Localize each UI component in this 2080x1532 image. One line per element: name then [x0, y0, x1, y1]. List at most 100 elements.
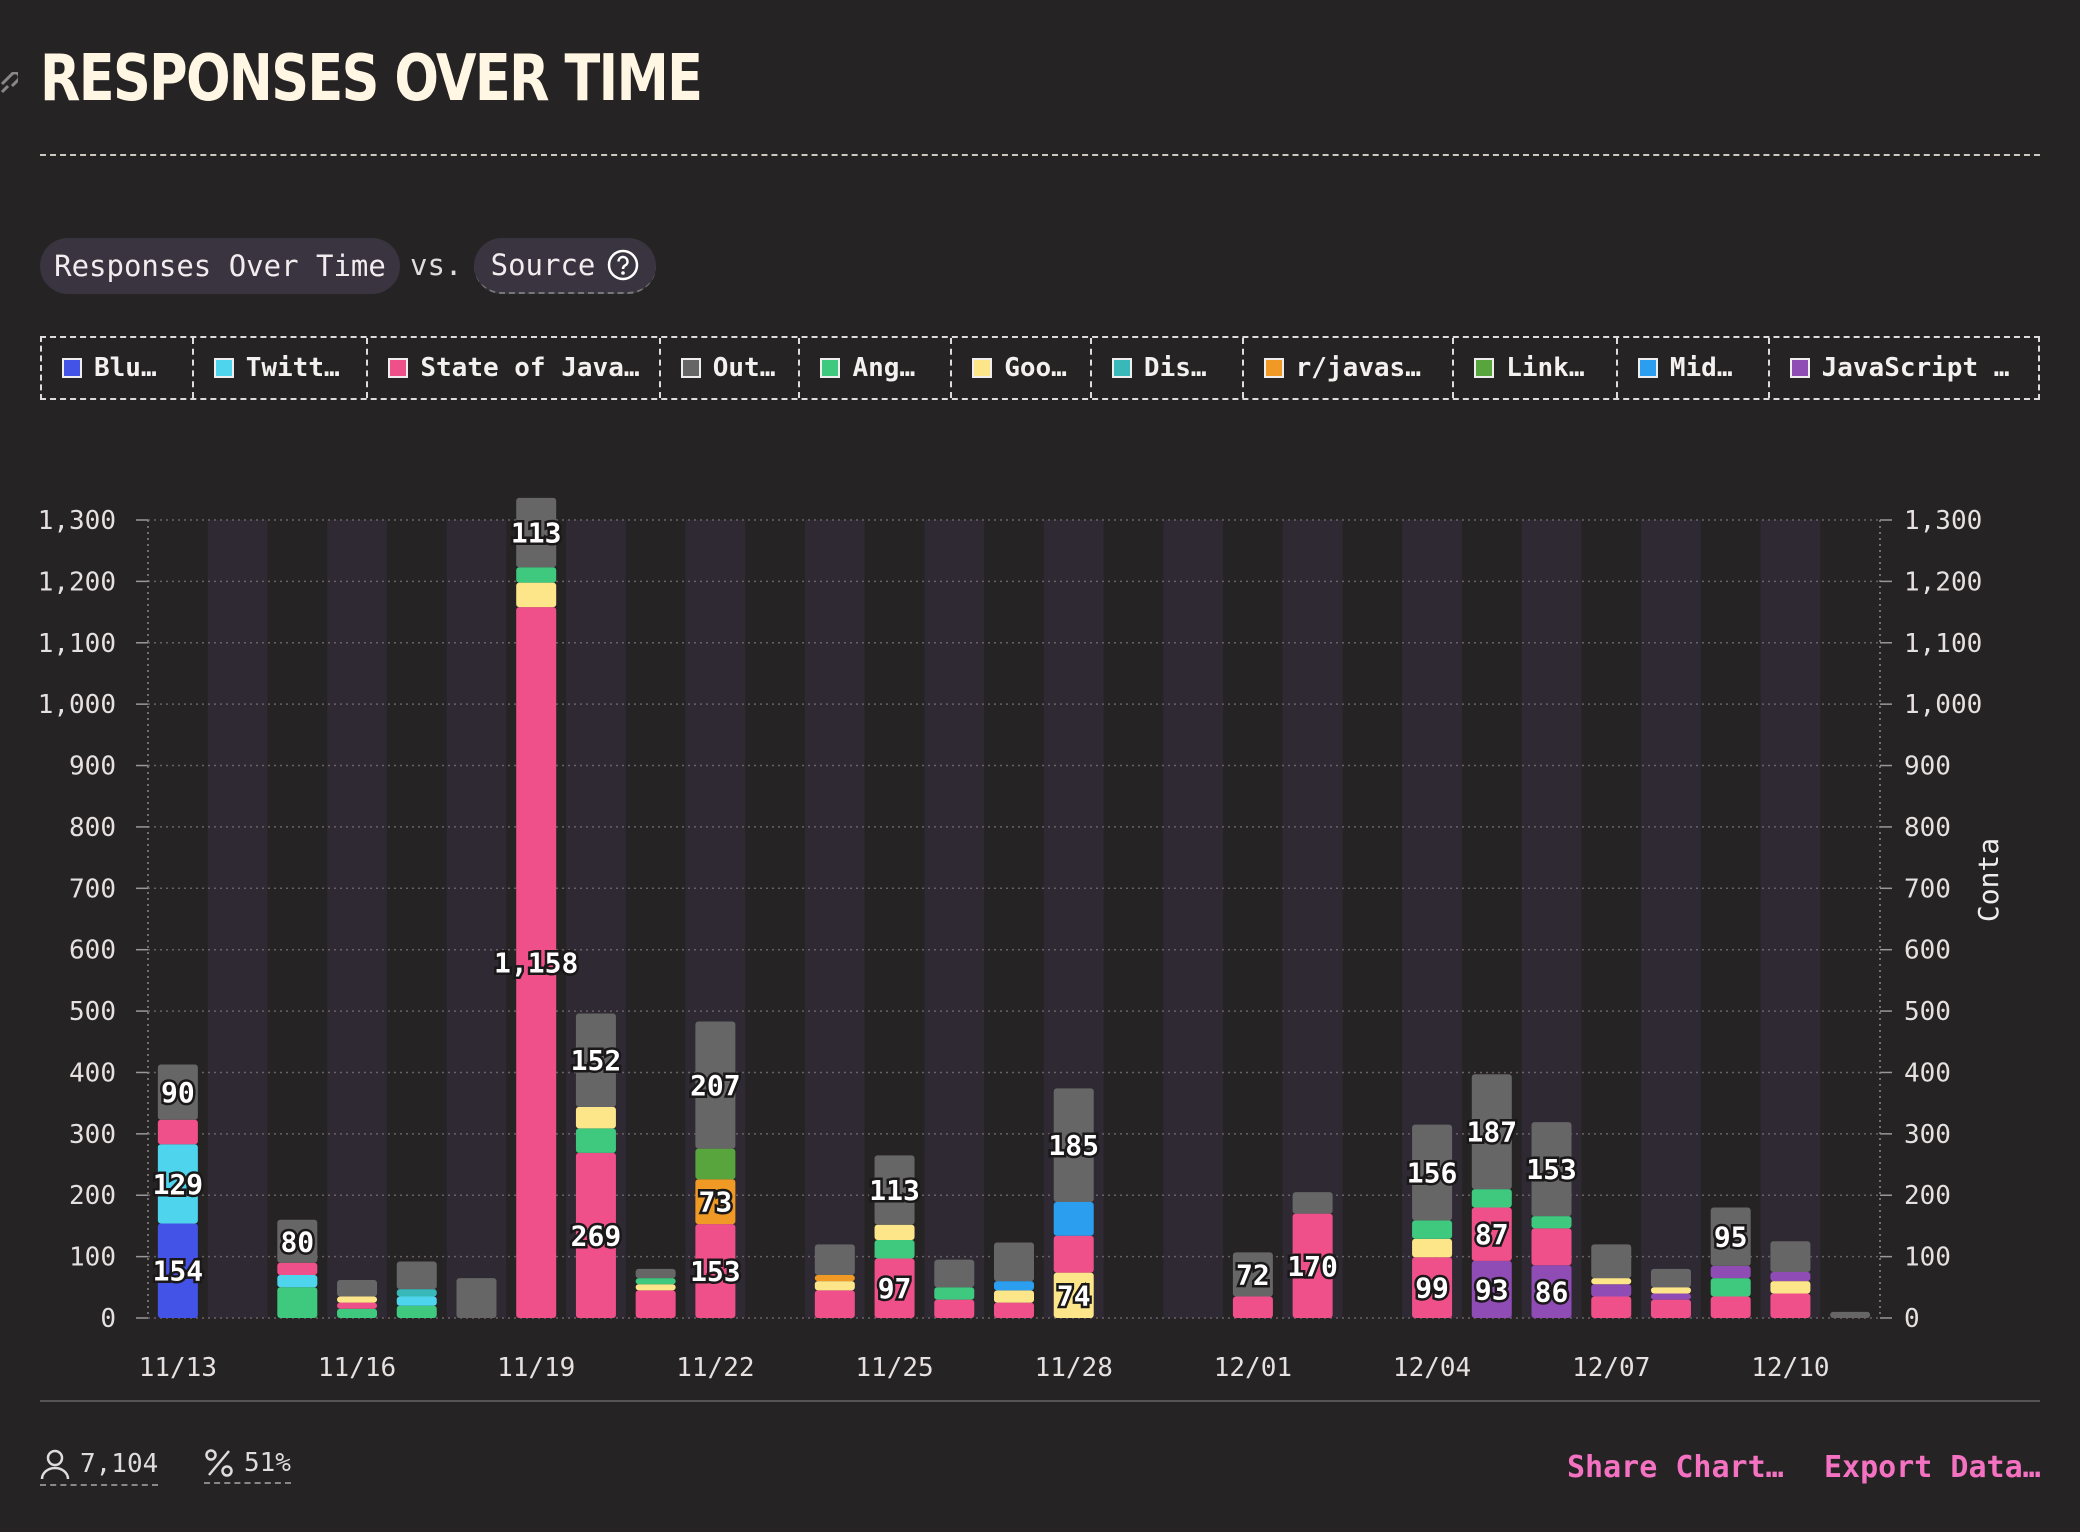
data-label: 129 [153, 1168, 204, 1201]
bar-segment [635, 1268, 676, 1279]
data-label: 95 [1714, 1221, 1748, 1254]
legend-item-linkedin[interactable]: Link… [1454, 338, 1618, 398]
bar-segment [157, 1064, 198, 1120]
bar-segment [1232, 1296, 1273, 1318]
y-tick-label: 0 [100, 1304, 116, 1334]
data-label: 187 [1467, 1116, 1518, 1149]
column-band [1641, 520, 1701, 1318]
bar-segment [575, 1013, 616, 1107]
bar-segment [994, 1302, 1034, 1318]
bar-segment [934, 1299, 975, 1318]
legend-item-medium[interactable]: Mid… [1618, 338, 1770, 398]
bar-segment [874, 1258, 915, 1318]
y-tick-label-right: 800 [1904, 813, 1951, 843]
link-icon[interactable] [0, 72, 18, 102]
bar-segment [1650, 1293, 1691, 1300]
bar-segment [157, 1144, 198, 1224]
legend-swatch [1111, 358, 1132, 378]
bar-segment [635, 1290, 676, 1318]
y-axis-title: Conta [1972, 838, 2005, 922]
y-tick-label-right: 1,300 [1904, 506, 1982, 536]
data-label: 80 [280, 1225, 314, 1258]
bar-segment [396, 1296, 437, 1306]
y-tick-label: 700 [69, 874, 116, 904]
legend-item-angular[interactable]: Ang… [800, 338, 953, 398]
bar-segment [994, 1290, 1034, 1303]
bar-segment [396, 1289, 437, 1297]
legend-item-r-javascript[interactable]: r/javas… [1244, 338, 1455, 398]
x-tick-label: 11/19 [497, 1353, 575, 1380]
y-tick-label-right: 1,000 [1904, 690, 1982, 720]
data-label: 154 [153, 1255, 204, 1288]
legend-item-javascript-weekly[interactable]: JavaScript … [1770, 338, 2038, 398]
bar-segment [516, 607, 557, 1318]
bar-segment [157, 1119, 198, 1145]
legend-item-state-of-javascript[interactable]: State of Java… [368, 338, 661, 398]
legend-item-twitter[interactable]: Twitt… [194, 338, 369, 398]
y-tick-label-right: 400 [1904, 1058, 1951, 1088]
x-tick-label: 11/13 [139, 1353, 217, 1380]
completion-percent: 51% [204, 1448, 291, 1484]
y-tick-label: 300 [69, 1120, 116, 1150]
bar-segment [157, 1223, 198, 1318]
legend-swatch [972, 358, 993, 378]
legend-item-discord[interactable]: Dis… [1092, 338, 1244, 398]
y-tick-label: 200 [69, 1181, 116, 1211]
bar-segment [1710, 1207, 1751, 1266]
percent-value: 51% [244, 1448, 291, 1478]
bar-segment [814, 1281, 855, 1291]
bar-segment [516, 497, 557, 568]
data-label: 207 [690, 1069, 741, 1102]
y-tick-label-right: 0 [1904, 1304, 1920, 1334]
bar-segment [516, 567, 557, 583]
bar-segment [695, 1148, 736, 1180]
legend-item-other[interactable]: Out… [661, 338, 801, 398]
bar-segment [456, 1278, 497, 1318]
y-tick-label-right: 1,100 [1904, 629, 1982, 659]
data-label: 86 [1535, 1276, 1569, 1309]
column-band [327, 520, 387, 1318]
bar-segment [575, 1152, 616, 1318]
user-icon [40, 1449, 70, 1480]
bar-segment [1591, 1296, 1632, 1318]
bar-segment [1471, 1074, 1512, 1190]
column-band [1760, 520, 1821, 1318]
data-label: 93 [1475, 1273, 1509, 1306]
bar-segment [277, 1275, 318, 1288]
vs-label: vs. [410, 248, 463, 282]
secondary-variable-button[interactable]: Source [474, 238, 656, 294]
y-tick-label-right: 200 [1904, 1181, 1951, 1211]
data-label: 269 [571, 1219, 622, 1252]
bar-segment [1053, 1235, 1094, 1273]
primary-variable-button[interactable]: Responses Over Time [40, 238, 400, 294]
bar-segment [575, 1128, 616, 1153]
title-divider [40, 154, 2040, 156]
legend-swatch [213, 358, 234, 378]
data-label: 99 [1415, 1272, 1449, 1305]
bar-segment [277, 1262, 318, 1276]
help-circle-icon[interactable] [607, 249, 639, 281]
export-data-button[interactable]: Export Data… [1824, 1450, 2041, 1485]
bar-segment [1591, 1244, 1632, 1279]
share-chart-button[interactable]: Share Chart… [1567, 1450, 1784, 1485]
bar-segment [396, 1261, 437, 1290]
bar-segment [695, 1021, 736, 1149]
legend-label: Twitt… [245, 353, 340, 383]
y-tick-label: 100 [69, 1243, 116, 1273]
data-label: 97 [878, 1272, 912, 1305]
bar-segment [1531, 1265, 1572, 1318]
bar-segment [1650, 1268, 1691, 1288]
bar-segment [1053, 1088, 1094, 1202]
bar-segment [874, 1240, 915, 1259]
legend-swatch [680, 358, 701, 378]
x-tick-label: 12/04 [1393, 1353, 1471, 1380]
x-tick-label: 12/01 [1214, 1353, 1292, 1380]
column-band [924, 520, 985, 1318]
y-tick-label: 800 [69, 813, 116, 843]
y-tick-label: 500 [69, 997, 116, 1027]
bar-segment [635, 1278, 676, 1285]
secondary-variable-label: Source [490, 248, 596, 282]
bar-segment [1770, 1241, 1811, 1272]
legend-item-google[interactable]: Goo… [952, 338, 1092, 398]
legend-item-bluesky[interactable]: Blu… [42, 338, 194, 398]
